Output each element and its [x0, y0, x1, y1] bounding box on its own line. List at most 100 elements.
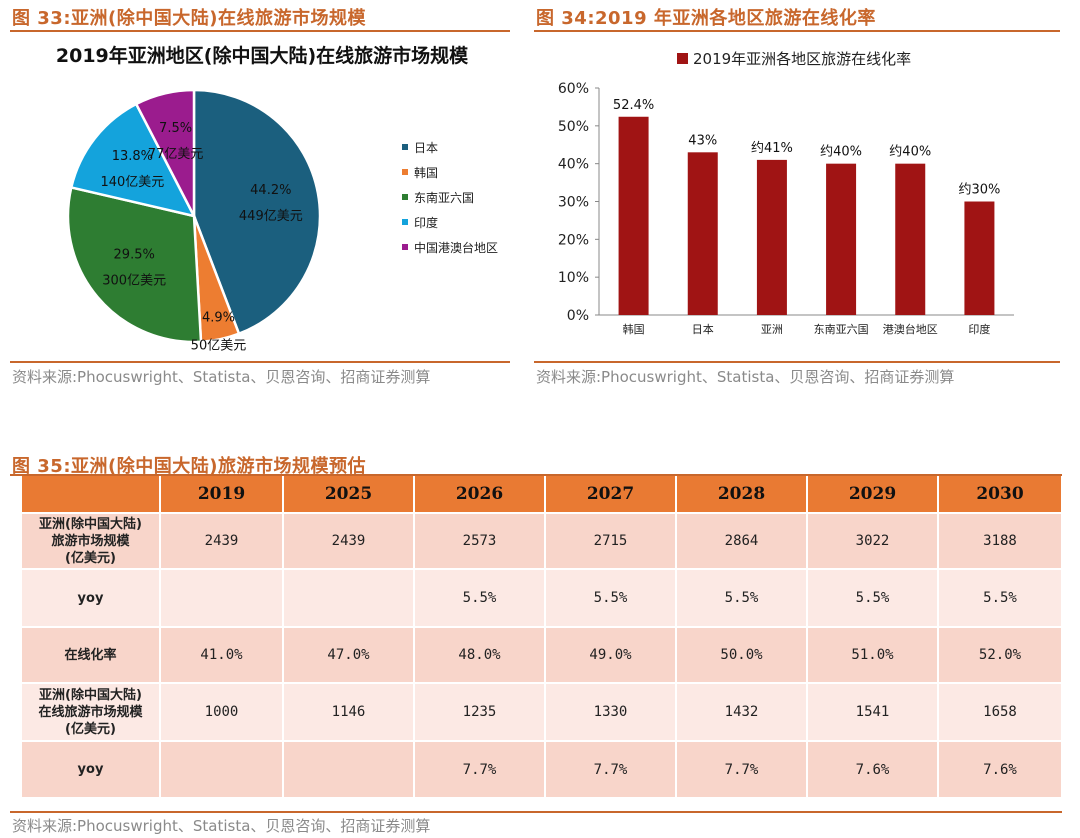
bar-legend-swatch	[677, 53, 688, 64]
table-cell: 1432	[676, 682, 808, 741]
table-cell	[160, 568, 284, 627]
table-cell	[160, 740, 284, 797]
fig34-title: 图 34:2019 年亚洲各地区旅游在线化率	[536, 8, 876, 29]
bar-data-label: 约40%	[889, 145, 931, 160]
table-row-label: 亚洲(除中国大陆) 在线旅游市场规模 (亿美元)	[22, 682, 161, 741]
table-cell: 1541	[807, 682, 939, 741]
bar-category-label: 韩国	[623, 322, 645, 336]
bar-legend-label: 2019年亚洲各地区旅游在线化率	[693, 50, 911, 68]
table-cell: 7.7%	[545, 740, 677, 797]
table-header-year: 2028	[676, 476, 808, 513]
table-row: 亚洲(除中国大陆) 在线旅游市场规模 (亿美元) 1000 1146 1235 1330 14…	[22, 682, 1063, 741]
bar-y-tick-label: 50%	[558, 119, 589, 135]
bar	[964, 201, 995, 315]
table-cell: 1146	[283, 682, 415, 741]
pie-percent-label: 13.8%	[112, 149, 153, 164]
table-header-year: 2026	[414, 476, 546, 513]
pie-percent-label: 44.2%	[250, 183, 291, 198]
pie-value-label: 77亿美元	[148, 147, 204, 162]
table-cell: 1330	[545, 682, 677, 741]
bar-data-label: 52.4%	[613, 98, 654, 113]
bar-data-label: 43%	[688, 133, 717, 148]
bar-category-label: 印度	[968, 322, 990, 336]
fig35-source: 资料来源:Phocuswright、Statista、贝恩咨询、招商证券测算	[12, 817, 431, 835]
bar-category-label: 港澳台地区	[883, 322, 938, 336]
table-cell: 1235	[414, 682, 546, 741]
fig33-source: 资料来源:Phocuswright、Statista、贝恩咨询、招商证券测算	[12, 368, 431, 386]
pie-slice	[134, 88, 196, 217]
bar	[618, 116, 649, 316]
pie-percent-label: 4.9%	[202, 311, 235, 326]
pie-percent-label: 29.5%	[114, 247, 155, 262]
pie-legend-swatch	[402, 244, 408, 250]
table-header-year: 2029	[807, 476, 939, 513]
bar-category-label: 日本	[692, 322, 714, 336]
bar-data-label: 约40%	[820, 145, 862, 160]
table-cell: 41.0%	[160, 626, 284, 683]
pie-legend-label: 韩国	[414, 165, 438, 180]
table-header-year: 2025	[283, 476, 415, 513]
bar	[687, 152, 718, 315]
table-cell: 48.0%	[414, 626, 546, 683]
pie-legend-label: 印度	[414, 215, 438, 230]
bar-y-tick-label: 0%	[567, 308, 589, 324]
estimate-table: 2019 2025 2026 2027 2028 2029 2030 亚洲(除中国大陆) 旅游…	[22, 476, 1063, 797]
table-header-year: 2019	[160, 476, 284, 513]
table-cell: 5.5%	[938, 568, 1063, 627]
table-header-year: 2027	[545, 476, 677, 513]
fig34-bottom-rule	[534, 361, 1060, 363]
bar-y-tick-label: 20%	[558, 232, 589, 248]
table-cell	[283, 740, 415, 797]
bar	[895, 163, 926, 315]
pie-value-label: 449亿美元	[239, 209, 303, 224]
table-cell: 5.5%	[414, 568, 546, 627]
table-row-label: yoy	[22, 740, 161, 797]
bar-y-tick-label: 60%	[558, 81, 589, 97]
bar-chart: 2019年亚洲各地区旅游在线化率 0% 10% 20% 30% 40% 50% 60% 52…	[558, 50, 1014, 336]
table-header-row: 2019 2025 2026 2027 2028 2029 2030	[22, 476, 1063, 513]
table-cell: 7.7%	[676, 740, 808, 797]
bar-data-label: 约41%	[751, 141, 793, 156]
bar-y-tick-label: 30%	[558, 195, 589, 211]
table-cell: 2439	[160, 512, 284, 569]
table-cell: 51.0%	[807, 626, 939, 683]
table-header-corner	[22, 476, 161, 513]
table-cell: 5.5%	[676, 568, 808, 627]
pie-slice	[192, 88, 322, 336]
table-cell: 3022	[807, 512, 939, 569]
pie-legend-label: 东南亚六国	[414, 190, 474, 205]
pie-legend-label: 中国港澳台地区	[414, 240, 498, 255]
bar-y-tick-label: 40%	[558, 157, 589, 173]
table-cell: 7.6%	[938, 740, 1063, 797]
table-cell: 5.5%	[807, 568, 939, 627]
bar	[826, 163, 857, 315]
bar-category-label: 东南亚六国	[814, 323, 869, 336]
pie-slice	[66, 185, 203, 344]
bar-y-tick-label: 10%	[558, 270, 589, 286]
table-cell: 47.0%	[283, 626, 415, 683]
table-row-label: yoy	[22, 568, 161, 627]
fig35-bottom-rule	[10, 811, 1062, 813]
table-row: 亚洲(除中国大陆) 旅游市场规模 (亿美元) 2439 2439 2573 2715 2864…	[22, 512, 1063, 569]
pie-value-label: 140亿美元	[100, 175, 164, 190]
pie-legend-swatch	[402, 169, 408, 175]
table-cell: 2864	[676, 512, 808, 569]
pie-legend-label: 日本	[414, 141, 438, 155]
fig33-bottom-rule	[10, 361, 510, 363]
bar-data-label: 约30%	[958, 183, 1000, 198]
fig33-top-rule	[10, 30, 510, 32]
pie-chart: 2019年亚洲地区(除中国大陆)在线旅游市场规模 44.2% 449亿美元 4.9%…	[56, 44, 498, 354]
pie-chart-title: 2019年亚洲地区(除中国大陆)在线旅游市场规模	[56, 44, 469, 67]
pie-value-label: 50亿美元	[191, 339, 247, 354]
table-cell	[283, 568, 415, 627]
table-cell: 52.0%	[938, 626, 1063, 683]
fig35-title: 图 35:亚洲(除中国大陆)旅游市场规模预估	[12, 456, 366, 477]
table-cell: 7.6%	[807, 740, 939, 797]
pie-legend-swatch	[402, 144, 408, 150]
table-row: 在线化率 41.0% 47.0% 48.0% 49.0% 50.0% 51.0% 52.0%	[22, 626, 1063, 683]
table-row: yoy 5.5% 5.5% 5.5% 5.5% 5.5%	[22, 568, 1063, 627]
table-cell: 7.7%	[414, 740, 546, 797]
pie-legend-swatch	[402, 194, 408, 200]
pie-percent-label: 7.5%	[159, 121, 192, 136]
bar	[756, 159, 787, 315]
